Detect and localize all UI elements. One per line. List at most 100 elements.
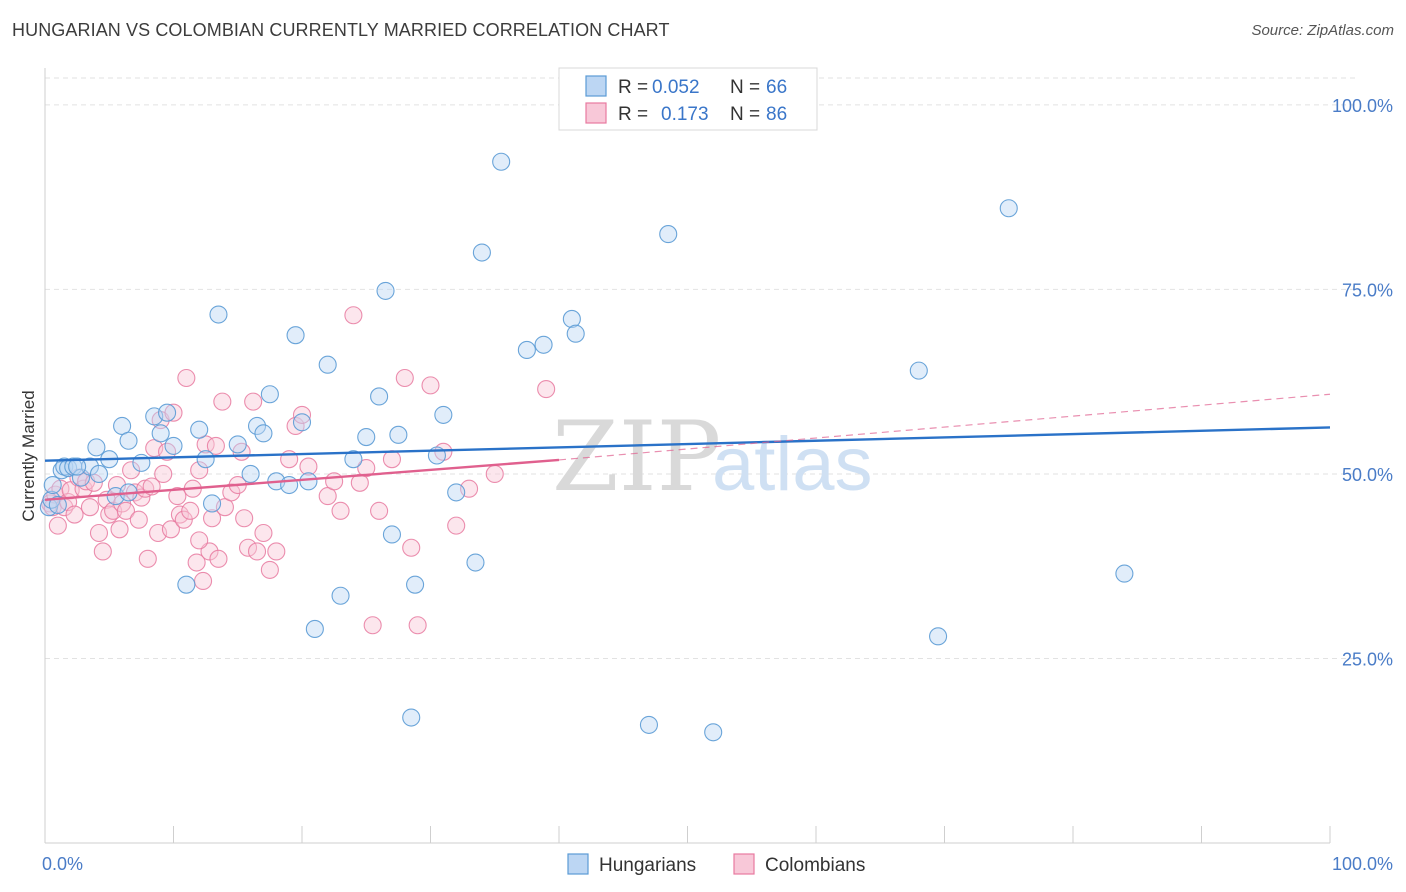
colombians-point-61 <box>260 560 279 579</box>
colombians-point-60 <box>254 523 273 543</box>
colombians-point-22 <box>116 501 136 520</box>
hungarians-point-62 <box>999 199 1018 218</box>
x-ticks <box>44 826 1331 843</box>
colombians-point-50 <box>209 549 228 568</box>
hungarians-point-42 <box>376 281 395 300</box>
y-tick-label-1: 50.0% <box>1342 465 1393 485</box>
legend-n-value-hungarians: 66 <box>766 77 787 98</box>
hungarians-point-59 <box>704 723 723 742</box>
colombians-point-73 <box>363 616 382 635</box>
hungarians-point-11 <box>89 464 109 484</box>
colombians-point-75 <box>382 450 402 469</box>
hungarians-point-19 <box>158 403 177 422</box>
colombians-point-68 <box>325 472 344 491</box>
hungarians-point-40 <box>357 427 376 447</box>
colombians-points <box>41 306 556 635</box>
colombians-point-65 <box>292 405 312 424</box>
hungarians-point-10 <box>87 438 106 457</box>
hungarians-point-37 <box>318 355 337 374</box>
hungarians-point-27 <box>241 464 260 484</box>
watermark: ZIP atlas <box>552 401 873 513</box>
bottom-legend-swatch-hungarians <box>567 853 589 875</box>
legend-n-label-hungarians: N = <box>730 77 760 98</box>
colombians-point-44 <box>190 461 209 480</box>
bottom-legend-hungarians: Hungarians <box>599 855 696 876</box>
colombians-point-49 <box>206 436 225 455</box>
bottom-legend-colombians: Colombians <box>765 855 865 876</box>
colombians-point-70 <box>344 306 363 325</box>
legend-r-label-colombians: R = <box>618 104 648 125</box>
colombians-point-78 <box>408 616 427 635</box>
colombians-point-53 <box>222 483 241 502</box>
y-tick-label-0: 25.0% <box>1342 649 1393 669</box>
hungarians-point-36 <box>305 619 324 639</box>
hungarians-point-50 <box>466 553 485 572</box>
hungarians-point-29 <box>254 424 273 443</box>
hungarians-point-58 <box>659 225 678 244</box>
colombians-point-83 <box>485 464 504 484</box>
colombians-point-35 <box>161 520 180 539</box>
hungarians-point-30 <box>260 385 279 404</box>
legend-n-label-colombians: N = <box>730 104 760 125</box>
x-tick-label-1: 100.0% <box>1332 854 1393 874</box>
hungarians-point-45 <box>402 708 421 727</box>
hungarians-point-38 <box>331 586 350 605</box>
colombians-trend-line <box>44 458 560 501</box>
hungarians-point-46 <box>406 575 425 594</box>
colombians-point-40 <box>177 368 196 388</box>
hungarians-point-60 <box>909 361 928 380</box>
legend-r-label-hungarians: R = <box>618 77 648 98</box>
colombians-point-14 <box>89 523 109 543</box>
chart-title: HUNGARIAN VS COLOMBIAN CURRENTLY MARRIED… <box>12 20 670 40</box>
colombians-point-85 <box>190 531 209 550</box>
hungarians-point-61 <box>929 627 948 646</box>
colombians-point-76 <box>395 368 414 388</box>
colombians-point-72 <box>357 458 376 478</box>
y-tick-labels: 25.0% 50.0% 75.0% 100.0% <box>1332 96 1393 670</box>
colombians-point-12 <box>80 498 100 517</box>
colombians-point-79 <box>421 376 440 395</box>
colombians-point-39 <box>174 510 193 529</box>
hungarians-point-53 <box>517 340 536 360</box>
colombians-point-33 <box>154 464 173 484</box>
colombians-point-8 <box>65 505 84 524</box>
colombians-point-84 <box>537 380 556 399</box>
hungarians-point-52 <box>492 152 511 171</box>
colombians-point-25 <box>129 510 148 529</box>
hungarians-point-24 <box>203 494 222 513</box>
hungarians-point-28 <box>247 416 267 436</box>
colombians-point-23 <box>122 461 141 480</box>
hungarians-point-18 <box>151 424 170 443</box>
colombians-point-59 <box>247 542 267 561</box>
colombians-point-45 <box>194 571 213 591</box>
bottom-legend-swatch-colombians <box>733 853 755 875</box>
colombians-point-41 <box>181 501 200 520</box>
gridlines <box>45 77 1355 659</box>
x-tick-label-0: 0.0% <box>42 854 83 874</box>
hungarians-point-15 <box>119 431 138 450</box>
hungarians-point-32 <box>280 475 299 495</box>
colombians-point-66 <box>299 457 318 476</box>
hungarians-point-34 <box>292 413 312 432</box>
hungarians-point-20 <box>164 436 183 455</box>
colombians-point-18 <box>104 501 123 520</box>
watermark-atlas: atlas <box>712 422 873 507</box>
hungarians-point-54 <box>534 335 553 354</box>
colombians-point-48 <box>203 509 222 528</box>
source-label: Source: ZipAtlas.com <box>1251 22 1394 39</box>
trend-lines <box>44 393 1331 501</box>
colombians-trend-extension <box>558 393 1331 461</box>
colombians-point-57 <box>238 538 258 557</box>
colombians-point-43 <box>187 553 206 572</box>
legend-swatch-colombians <box>585 102 607 124</box>
hungarians-point-39 <box>344 450 363 469</box>
colombians-point-56 <box>235 509 254 528</box>
colombians-point-77 <box>402 538 421 557</box>
hungarians-point-33 <box>286 326 305 345</box>
colombians-point-51 <box>213 392 232 411</box>
hungarians-point-49 <box>447 483 466 502</box>
hungarians-trend-line <box>44 426 1331 462</box>
y-tick-label-3: 100.0% <box>1332 96 1393 116</box>
hungarians-point-43 <box>382 525 402 544</box>
